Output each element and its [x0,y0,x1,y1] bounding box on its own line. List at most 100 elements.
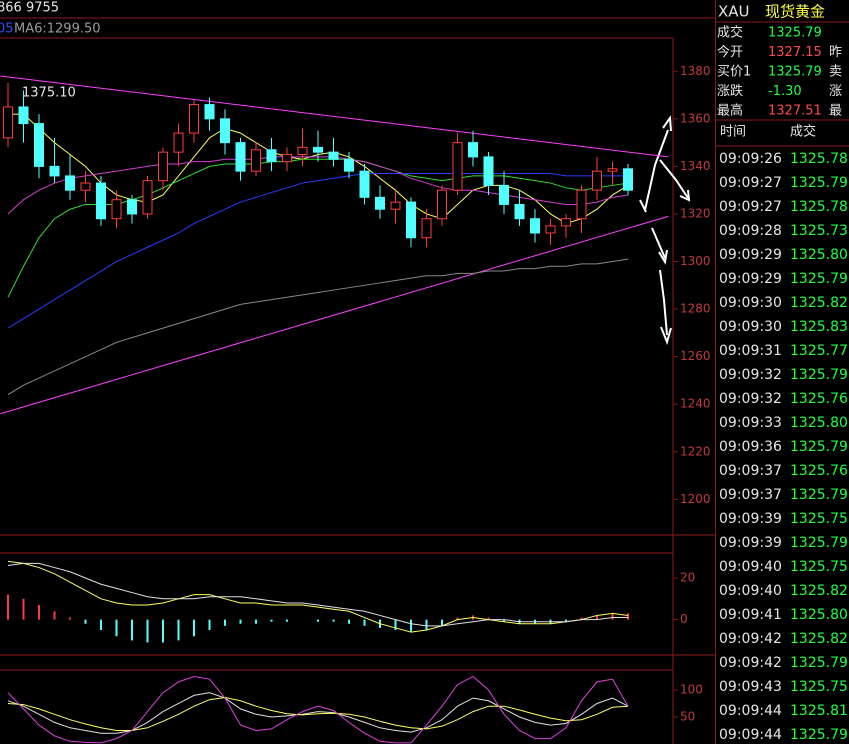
trendline [0,215,669,415]
trade-price: 1325.79 [790,727,848,743]
candle-body [452,142,463,191]
candle-body [127,199,137,215]
candle-body [375,196,385,210]
quote-label: 涨 [829,84,842,99]
trade-price: 1325.79 [790,487,848,503]
trade-time: 09:09:40 [719,559,782,575]
trade-time: 09:09:44 [719,727,782,743]
candle-body [437,189,447,220]
quote-value: -1.30 [768,84,802,99]
trade-time: 09:09:42 [719,655,782,671]
trade-price: 1325.79 [790,439,848,455]
indicator-line [7,560,629,633]
candle-body [607,168,618,172]
y-tick-label: 1320 [680,206,711,220]
trade-time: 09:09:28 [719,223,782,239]
trade-price: 1325.78 [790,151,848,167]
trade-price: 1325.80 [790,415,848,431]
y-tick-label: 0 [680,612,688,626]
trade-price: 1325.80 [790,247,848,263]
quote-label: 成交 [717,25,743,41]
quote-value: 1327.51 [768,104,822,119]
candle-body [514,203,525,220]
trade-price: 1325.75 [790,679,848,695]
candle-body [34,123,44,167]
quote-label: 最高 [717,103,743,119]
trade-price: 1325.79 [790,367,848,383]
candle-body [204,104,215,120]
trade-price: 1325.79 [790,271,848,287]
trade-price: 1325.79 [790,535,848,551]
trade-time: 09:09:31 [719,343,782,359]
candle-body [313,146,323,153]
quote-label: 涨跌 [717,83,743,99]
candle-body [251,149,261,172]
candle-body [65,175,75,191]
trade-price: 1325.75 [790,511,848,527]
y-tick-label: 1220 [680,444,711,458]
candle-body [220,118,230,144]
trade-time: 09:09:37 [719,463,782,479]
trade-price: 1325.82 [790,631,848,647]
candle-body [328,151,339,160]
candle-body [3,106,13,139]
candle-body [421,218,432,239]
arrows [639,115,691,346]
trade-time: 09:09:40 [719,583,782,599]
candle-body [18,106,29,125]
quote-label: 卖 [829,65,842,80]
trade-time: 09:09:29 [719,247,782,263]
trade-time: 09:09:27 [719,175,782,191]
trade-price: 1325.79 [790,655,848,671]
y-tick-label: 1280 [680,302,711,316]
quote-label: 昨 [829,45,842,60]
symbol: XAU [718,3,750,21]
trade-time: 09:09:44 [719,703,782,719]
candle-body [623,168,633,191]
candle-body [545,225,556,234]
candle-body [297,146,308,156]
trade-time: 09:09:36 [719,439,782,455]
candle-body [282,154,292,163]
indicator-line [7,258,629,396]
candle-body [576,189,587,220]
trade-price: 1325.75 [790,559,848,575]
y-tick-label: 1300 [680,254,711,268]
trade-time: 09:09:29 [719,271,782,287]
candle-body [499,184,509,205]
candle-body [49,165,60,177]
candle-body [344,158,354,172]
trade-price: 1325.78 [790,199,848,215]
trade-price: 1325.81 [790,703,848,719]
header-code: 866 9755 [0,1,59,16]
ma-prefix: 05 [0,22,14,37]
candle-body [189,104,199,134]
candle-body [390,201,401,210]
quote-value: 1325.79 [768,26,822,41]
candle-body [530,218,540,234]
trade-price: 1325.73 [790,223,848,239]
candle-body [561,218,571,227]
indicator-line [7,562,628,627]
quote-label: 今开 [717,44,743,60]
quote-value: 1327.15 [768,45,822,60]
candle-body [468,142,478,158]
trade-time: 09:09:27 [719,199,782,215]
trade-time: 09:09:39 [719,535,782,551]
list-header: 成交 [790,124,816,140]
y-tick-label: 1260 [680,349,711,363]
candle-body [266,149,277,163]
candle-body [235,142,246,172]
trade-time: 09:09:30 [719,295,782,311]
trendline [0,75,669,158]
high-label: 1375.10 [22,85,76,100]
candle-body [96,182,106,220]
trade-price: 1325.83 [790,319,848,335]
candle-body [406,201,416,239]
trade-time: 09:09:41 [719,607,782,623]
trade-time: 09:09:39 [719,511,782,527]
trade-price: 1325.79 [790,175,848,191]
trade-price: 1325.76 [790,463,848,479]
y-tick-label: 1200 [680,492,711,506]
